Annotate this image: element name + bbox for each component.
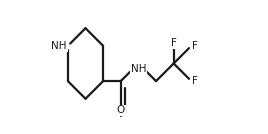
Text: F: F — [171, 38, 177, 48]
Text: NH: NH — [51, 41, 67, 51]
Text: NH: NH — [131, 64, 146, 74]
Text: O: O — [117, 105, 125, 116]
Text: F: F — [192, 76, 198, 86]
Text: F: F — [192, 41, 198, 51]
